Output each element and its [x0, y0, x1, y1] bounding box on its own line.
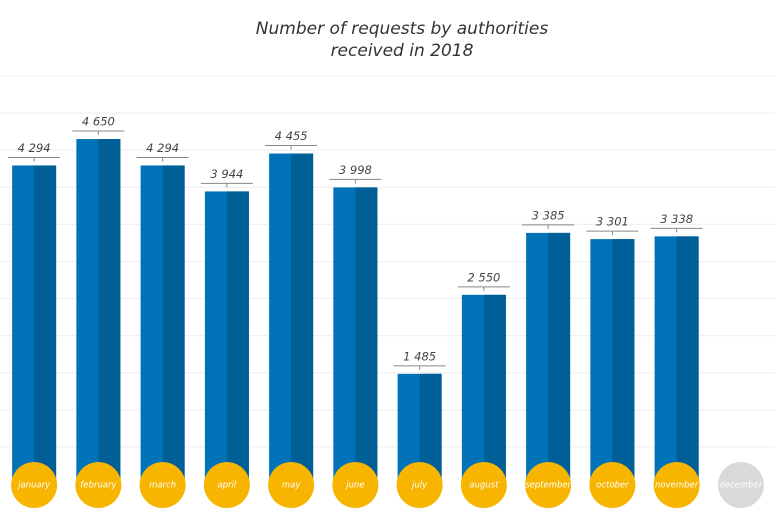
- bar-shade: [291, 153, 314, 484]
- value-bracket: [586, 230, 639, 236]
- category-badge: [460, 462, 507, 508]
- category-badge: [139, 462, 186, 508]
- category-badge: [332, 462, 379, 508]
- value-bracket: [200, 182, 253, 188]
- category-badge: [11, 462, 58, 508]
- chart-title: received in 2018: [331, 41, 474, 61]
- x-tick-label: may: [282, 481, 301, 491]
- value-bracket: [522, 224, 575, 229]
- x-tick-label: december: [719, 481, 762, 491]
- x-tick-label: august: [469, 481, 499, 491]
- value-label: 3 998: [339, 163, 372, 177]
- x-tick-label: january: [17, 481, 51, 491]
- value-label: 3 944: [210, 167, 243, 181]
- x-tick-label: june: [345, 481, 364, 491]
- chart-title: Number of requests by authorities: [256, 19, 549, 39]
- value-bracket: [457, 286, 510, 291]
- value-bracket: [329, 178, 382, 184]
- value-label: 3 338: [660, 212, 693, 226]
- x-tick-label: september: [525, 481, 572, 491]
- value-label: 1 485: [403, 349, 436, 363]
- bar-shade: [34, 165, 57, 485]
- value-bracket: [265, 145, 318, 150]
- value-label: 4 455: [275, 129, 308, 143]
- x-tick-label: march: [149, 481, 176, 491]
- category-badge: [525, 462, 572, 508]
- value-label: 4 650: [82, 115, 115, 129]
- value-bracket: [650, 227, 703, 233]
- category-badge: [717, 462, 764, 508]
- value-label: 3 301: [596, 215, 629, 229]
- x-tick-label: february: [80, 481, 117, 491]
- category-badge: [589, 462, 636, 508]
- bar-shade: [483, 294, 506, 484]
- value-label: 3 385: [532, 208, 565, 222]
- value-label: 2 550: [467, 270, 500, 284]
- value-bracket: [72, 130, 125, 136]
- x-tick-label: october: [596, 481, 629, 491]
- x-tick-label: november: [655, 481, 699, 491]
- category-badge: [653, 462, 700, 508]
- bar-shade: [226, 191, 249, 484]
- category-badge: [396, 462, 443, 508]
- bar-shade: [419, 373, 442, 484]
- bar-shade: [98, 139, 121, 484]
- category-badge: [268, 462, 315, 508]
- bar-shade: [162, 165, 185, 485]
- bar-shade: [548, 232, 571, 484]
- value-label: 4 294: [146, 141, 179, 155]
- value-bracket: [8, 156, 61, 162]
- bar-shade: [612, 239, 635, 484]
- x-tick-label: april: [217, 481, 236, 491]
- value-bracket: [136, 156, 189, 162]
- category-badge: [75, 462, 122, 508]
- value-label: 4 294: [18, 141, 51, 155]
- bar-shade: [355, 187, 378, 485]
- x-tick-label: july: [411, 481, 428, 491]
- bar-shade: [676, 236, 699, 484]
- value-bracket: [393, 365, 446, 370]
- category-badge: [203, 462, 250, 508]
